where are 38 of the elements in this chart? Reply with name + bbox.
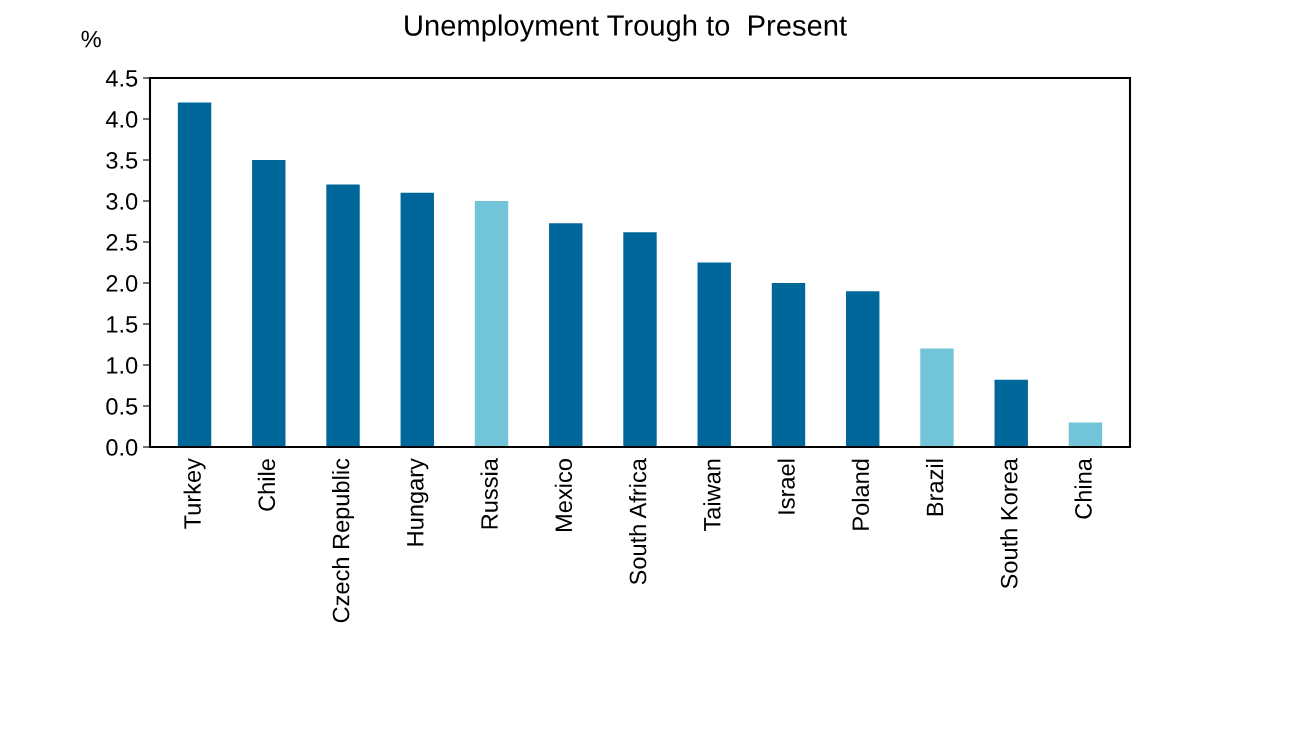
bar — [474, 201, 509, 447]
x-tick-label: South Africa — [628, 458, 647, 585]
x-tick-label: South Korea — [1000, 458, 1018, 589]
bar — [400, 192, 434, 447]
bar — [252, 160, 286, 447]
x-tick-label: Israel — [777, 459, 795, 514]
y-tick-label: 4.0 — [105, 111, 138, 128]
x-tick-label: Brazil — [925, 459, 944, 516]
y-tick-label: 2.5 — [106, 234, 138, 251]
bar — [697, 262, 731, 447]
x-tick-label: Hungary — [407, 458, 429, 546]
y-tick-label: 1.0 — [107, 357, 138, 374]
y-tick-label: 0.5 — [106, 398, 138, 415]
y-tick-label: 3.5 — [106, 152, 138, 169]
bar — [771, 283, 806, 447]
y-tick-label: 2.0 — [106, 275, 138, 292]
x-tick-label: Czech Republic — [332, 458, 355, 623]
bar — [1068, 422, 1103, 447]
x-tick-label: Turkey — [183, 458, 206, 529]
chart-title: Unemployment Trough to Present — [405, 14, 847, 42]
y-tick-label: 4.5 — [105, 70, 138, 87]
bar — [920, 348, 954, 447]
bar — [326, 184, 360, 447]
x-tick-label: Chile — [257, 459, 276, 511]
y-tick-label: 3.0 — [106, 193, 138, 210]
bar — [846, 291, 880, 447]
x-tick-label: China — [1074, 458, 1092, 519]
y-tick-label: 1.5 — [107, 316, 138, 333]
bar — [623, 232, 657, 447]
y-axis-title: % — [81, 30, 101, 48]
bar — [177, 102, 212, 447]
bar — [994, 379, 1028, 447]
x-tick-label: Russia — [480, 458, 498, 529]
x-tick-label: Poland — [851, 459, 870, 530]
y-tick-label: 0.0 — [106, 439, 138, 456]
x-tick-label: Taiwan — [703, 459, 721, 532]
bar — [549, 223, 583, 447]
x-tick-label: Mexico — [554, 459, 573, 531]
